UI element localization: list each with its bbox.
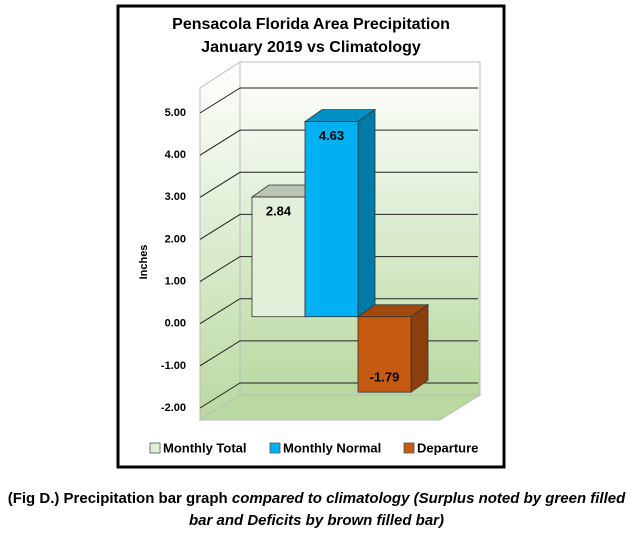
bar-side bbox=[357, 108, 376, 318]
grid-line bbox=[199, 129, 478, 156]
chart: Pensacola Florida Area Precipitation Jan… bbox=[116, 4, 506, 469]
data-label: 2.84 bbox=[266, 203, 292, 218]
bar bbox=[304, 121, 359, 318]
bar-side bbox=[410, 303, 429, 393]
y-tick-label: 1.00 bbox=[165, 275, 186, 287]
grid-line bbox=[199, 256, 478, 282]
grid-line bbox=[199, 87, 478, 114]
y-axis-label: Inches bbox=[138, 245, 150, 280]
legend-label: Monthly Total bbox=[163, 440, 247, 455]
chart-subtitle: January 2019 vs Climatology bbox=[201, 39, 421, 56]
grid-line bbox=[199, 213, 478, 240]
caption: (Fig D.) Precipitation bar graph compare… bbox=[4, 488, 629, 532]
caption-bold: (Fig D.) Precipitation bar graph bbox=[7, 490, 232, 507]
legend-swatch bbox=[403, 442, 415, 454]
legend-swatch bbox=[149, 442, 161, 454]
legend-label: Monthly Normal bbox=[283, 440, 381, 455]
y-tick-label: -2.00 bbox=[161, 402, 186, 414]
legend-label: Departure bbox=[417, 440, 478, 455]
floor bbox=[198, 394, 482, 421]
chart-title: Pensacola Florida Area Precipitation bbox=[172, 16, 450, 33]
side-wall bbox=[199, 61, 241, 421]
y-tick-label: 3.00 bbox=[165, 191, 186, 203]
y-tick-label: 2.00 bbox=[165, 233, 186, 245]
bar bbox=[251, 196, 306, 318]
y-tick-label: 4.00 bbox=[165, 149, 186, 161]
data-label: -1.79 bbox=[370, 370, 400, 385]
grid-line bbox=[199, 171, 478, 198]
legend-swatch bbox=[269, 442, 281, 454]
grid-line bbox=[199, 298, 478, 325]
y-tick-label: -1.00 bbox=[161, 360, 186, 372]
y-tick-label: 0.00 bbox=[165, 318, 186, 330]
y-tick-label: 5.00 bbox=[165, 107, 186, 119]
data-label: 4.63 bbox=[319, 128, 344, 143]
caption-italic: compared to climatology (Surplus noted b… bbox=[188, 490, 626, 529]
bar bbox=[357, 316, 412, 393]
